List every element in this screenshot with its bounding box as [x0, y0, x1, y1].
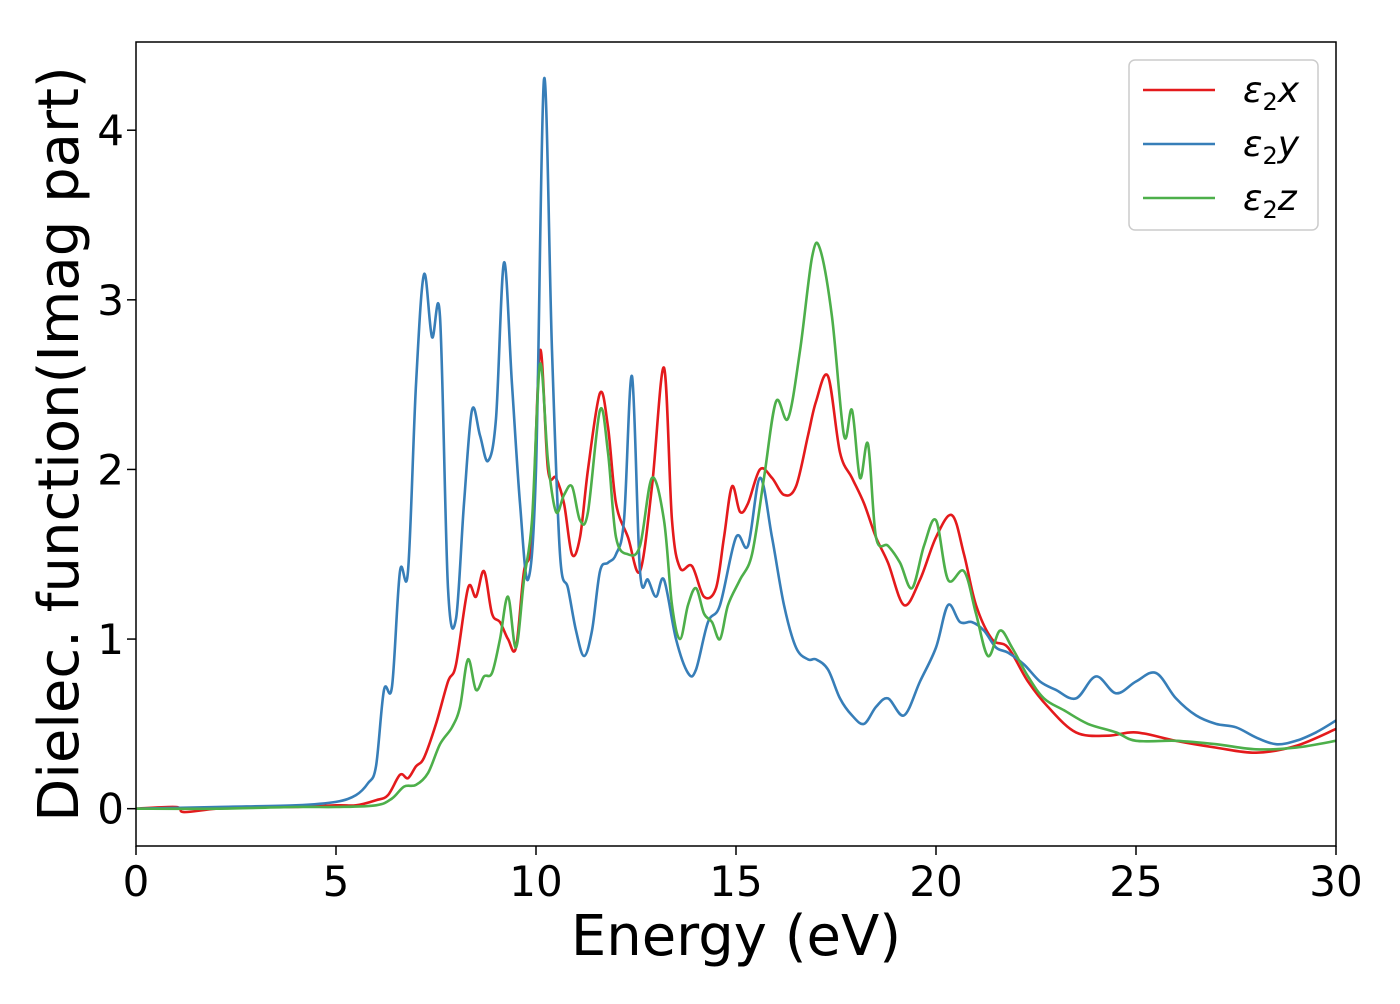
- series-line-x: [136, 348, 1336, 814]
- x-axis-title: Energy (eV): [571, 904, 901, 969]
- legend: ε2x ε2y ε2z: [1128, 59, 1319, 231]
- y-tick-label: 0: [97, 785, 124, 834]
- y-tick-label: 3: [97, 276, 124, 325]
- y-tick-label: 2: [97, 445, 124, 494]
- x-tick-label: 15: [709, 857, 762, 906]
- x-tick-label: 10: [509, 857, 562, 906]
- x-tick-label: 25: [1109, 857, 1162, 906]
- legend-label-x: ε2x: [1243, 70, 1300, 116]
- x-axis-ticks: 0 5 10 15 20 25 30: [123, 846, 1363, 906]
- series-line-z: [136, 241, 1336, 811]
- y-axis-ticks: 0 1 2 3 4: [97, 106, 136, 834]
- legend-items: ε2x ε2y ε2z: [1143, 70, 1300, 224]
- x-tick-label: 30: [1309, 857, 1362, 906]
- x-tick-label: 0: [123, 857, 150, 906]
- y-axis-title: Dielec. function(Imag part): [27, 66, 92, 822]
- y-tick-label: 4: [97, 106, 124, 155]
- legend-box: [1128, 59, 1319, 231]
- x-tick-label: 20: [909, 857, 962, 906]
- series-line-y: [136, 76, 1336, 810]
- series-layer: [136, 76, 1336, 814]
- y-tick-label: 1: [97, 615, 124, 664]
- legend-label-z: ε2z: [1243, 178, 1298, 224]
- x-tick-label: 5: [323, 857, 350, 906]
- legend-label-y: ε2y: [1243, 124, 1300, 170]
